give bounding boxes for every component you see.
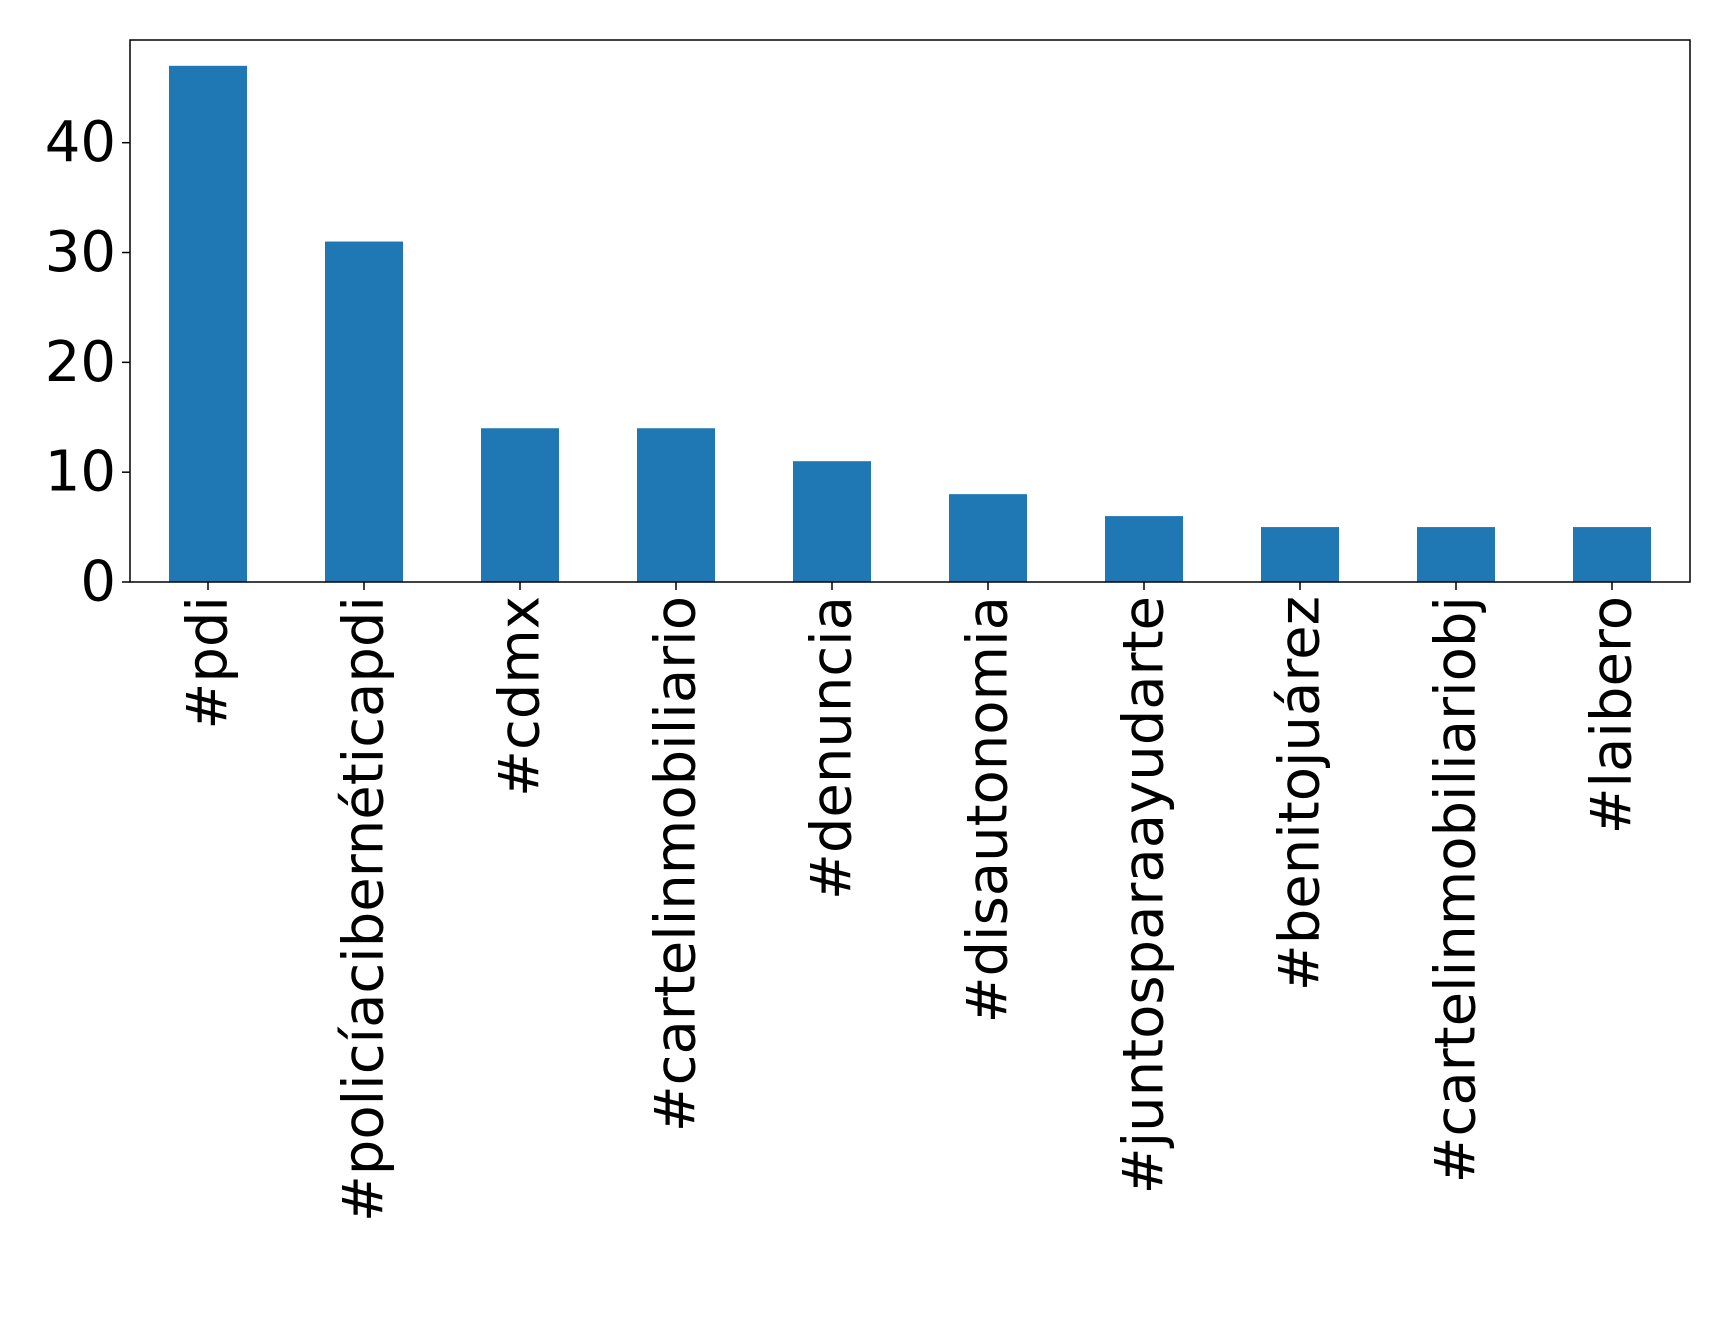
bar-1 [325, 241, 403, 582]
x-tick-label-6: #juntosparaayudarte [1112, 596, 1177, 1194]
y-tick-label-4: 40 [45, 110, 116, 175]
x-tick-label-5: #disautonomia [956, 596, 1021, 1023]
x-tick-label-4: #denuncia [800, 596, 865, 900]
bar-9 [1573, 527, 1651, 582]
bar-2 [481, 428, 559, 582]
bar-3 [637, 428, 715, 582]
bar-5 [949, 494, 1027, 582]
x-tick-label-0: #pdi [176, 596, 241, 730]
bar-6 [1105, 516, 1183, 582]
plot-frame [129, 39, 1691, 583]
bar-0 [169, 65, 247, 583]
x-tick-label-8: #cartelinmobiliariobj [1424, 596, 1489, 1183]
bar-7 [1261, 527, 1339, 582]
x-tick-label-7: #benitojuárez [1268, 596, 1333, 991]
x-tick-label-2: #cdmx [488, 596, 553, 797]
bar-8 [1417, 527, 1495, 582]
x-tick-label-3: #cartelinmobiliario [644, 596, 709, 1132]
bar-4 [793, 461, 871, 582]
x-axis: #pdi #policíacibernéticapdi #cdmx #cartelin… [176, 582, 1645, 1222]
x-tick-label-1: #policíacibernéticapdi [332, 596, 397, 1222]
y-tick-label-0: 0 [80, 550, 116, 615]
y-tick-label-1: 10 [45, 440, 116, 505]
bars-layer [169, 65, 1651, 583]
y-axis: 0 10 20 30 40 [45, 110, 130, 615]
y-tick-label-3: 30 [45, 220, 116, 285]
y-tick-label-2: 20 [45, 330, 116, 395]
x-tick-label-9: #laibero [1580, 596, 1645, 834]
